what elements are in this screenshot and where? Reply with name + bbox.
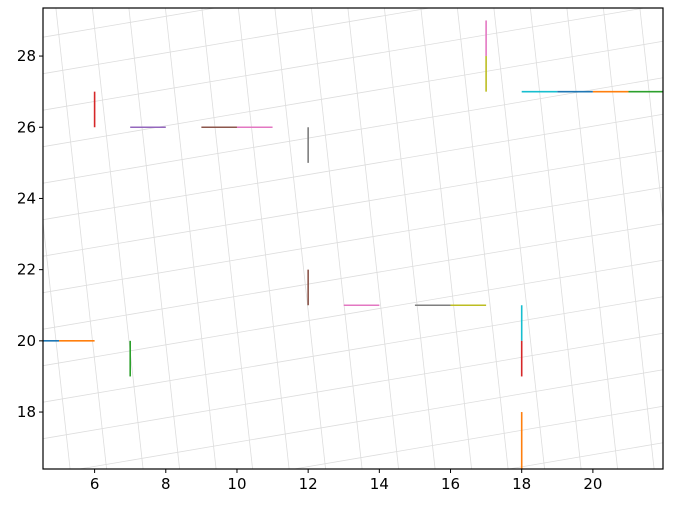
y-tick-label: 18 — [17, 403, 36, 421]
grid-line — [164, 7, 217, 470]
grid-line — [493, 7, 545, 470]
plot-frame — [42, 7, 664, 470]
grid-line — [42, 7, 645, 111]
x-tick-label: 12 — [299, 475, 318, 493]
grid-line — [456, 7, 509, 470]
grid-line — [602, 7, 655, 470]
grid-line — [42, 7, 430, 75]
y-tick-label: 24 — [17, 189, 36, 207]
x-tick-label: 18 — [512, 475, 531, 493]
grid-line — [42, 222, 71, 470]
grid-line — [420, 7, 472, 470]
x-tick-label: 10 — [227, 475, 246, 493]
grid-line — [42, 113, 664, 221]
grid-line — [274, 7, 326, 470]
grid-line — [42, 150, 664, 257]
grid-line — [42, 77, 664, 184]
grid-line — [42, 332, 664, 440]
grid-line — [91, 7, 144, 470]
grid-line — [42, 186, 664, 294]
x-tick-label: 20 — [583, 475, 602, 493]
x-tick-label: 8 — [161, 475, 171, 493]
grid-line — [201, 7, 253, 470]
grid-line — [55, 7, 107, 470]
grid-line — [42, 7, 215, 38]
grid-line — [310, 7, 363, 470]
grid-line — [566, 7, 618, 470]
x-axis: 6 8 10 12 14 16 18 20 — [90, 469, 602, 493]
grid-line — [42, 223, 664, 330]
segments — [43, 20, 663, 469]
grid-line — [42, 296, 664, 403]
grid-line — [383, 7, 436, 470]
y-tick-label: 26 — [17, 118, 36, 136]
x-tick-label: 6 — [90, 475, 100, 493]
grid-line — [294, 405, 664, 470]
y-tick-label: 28 — [17, 47, 36, 65]
grid-line — [347, 7, 399, 470]
grid-line — [42, 40, 664, 148]
y-axis: 18 20 22 24 26 28 — [17, 47, 43, 421]
x-tick-label: 14 — [370, 475, 389, 493]
grid-line — [79, 369, 664, 470]
grid — [42, 7, 664, 470]
grid-line — [237, 7, 290, 470]
grid-line — [128, 7, 180, 470]
y-tick-label: 20 — [17, 332, 36, 350]
grid-line — [639, 7, 664, 219]
grid-line — [529, 7, 582, 470]
grid-line — [508, 442, 664, 470]
x-tick-label: 16 — [441, 475, 460, 493]
y-tick-label: 22 — [17, 261, 36, 279]
